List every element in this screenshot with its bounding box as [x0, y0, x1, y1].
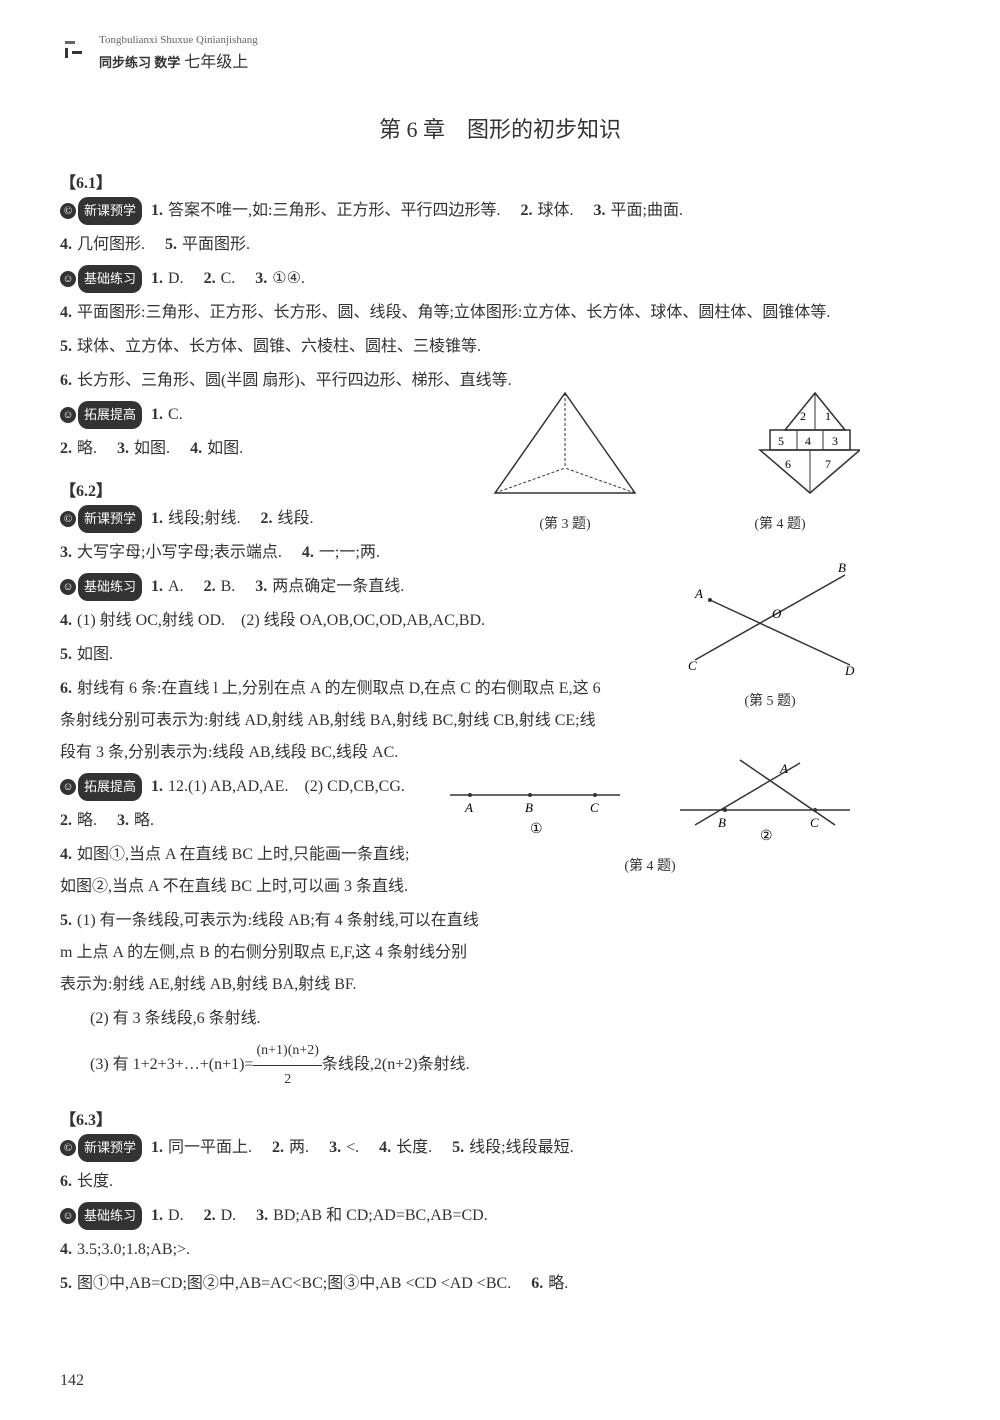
basic-badge: 基础练习: [78, 265, 142, 293]
chapter-title: 第 6 章 图形的初步知识: [60, 112, 940, 144]
figure-5-caption: (第 5 题): [680, 690, 860, 710]
circle-icon: ☺: [60, 579, 76, 595]
basic-badge: 基础练习: [78, 1202, 142, 1230]
svg-text:6: 6: [785, 457, 791, 471]
circle-icon: ☺: [60, 779, 76, 795]
s61-preview-row: ©新课预学 1.答案不唯一,如:三角形、正方形、平行四边形等. 2.球体. 3.…: [60, 195, 940, 227]
figure-4-tri-caption: (第 4 题): [700, 513, 860, 533]
svg-text:O: O: [772, 606, 782, 621]
circle-icon: ☺: [60, 407, 76, 423]
s62-basic-5: 5.如图.: [60, 639, 610, 671]
svg-text:C: C: [590, 800, 599, 815]
svg-text:7: 7: [825, 457, 831, 471]
s63-basic-56: 5.图①中,AB=CD;图②中,AB=AC<BC;图③中,AB <CD <AD …: [60, 1268, 940, 1300]
svg-text:B: B: [838, 560, 846, 575]
s61-preview-row2: 4.几何图形. 5.平面图形.: [60, 229, 940, 261]
svg-text:A: A: [779, 761, 788, 776]
section-6-1-num: 【6.1】: [60, 169, 940, 193]
s63-basic-row: ☺基础练习 1.D. 2.D. 3.BD;AB 和 CD;AD=BC,AB=CD…: [60, 1200, 940, 1232]
svg-text:B: B: [525, 800, 533, 815]
circle-icon: ☺: [60, 1208, 76, 1224]
page-number: 142: [60, 1372, 84, 1390]
figure-5: A B C D O (第 5 题): [680, 560, 860, 710]
svg-text:1: 1: [825, 409, 831, 423]
svg-text:5: 5: [778, 434, 784, 448]
header-title-normal: 七年级上: [180, 54, 248, 71]
figure-3: (第 3 题): [480, 388, 650, 533]
svg-text:C: C: [688, 658, 697, 673]
svg-text:4: 4: [805, 434, 811, 448]
figure-4-lines-caption: (第 4 题): [440, 855, 860, 875]
circle-icon: ©: [60, 511, 76, 527]
s63-preview-row: ©新课预学 1.同一平面上. 2.两. 3.<. 4.长度. 5.线段;线段最短…: [60, 1132, 940, 1164]
ext-badge: 拓展提高: [78, 401, 142, 429]
logo-icon: [60, 36, 90, 66]
section-6-3-num: 【6.3】: [60, 1106, 940, 1130]
s63-preview-6: 6.长度.: [60, 1166, 940, 1198]
page-header: Tongbulianxi Shuxue Qinianjishang 同步练习 数…: [60, 30, 940, 72]
s62-ext-5-2: (2) 有 3 条线段,6 条射线.: [60, 1003, 940, 1035]
svg-text:A: A: [464, 800, 473, 815]
preview-badge: 新课预学: [78, 505, 142, 533]
basic-badge: 基础练习: [78, 573, 142, 601]
s61-basic-4: 4.平面图形:三角形、正方形、长方形、圆、线段、角等;立体图形:立方体、长方体、…: [60, 297, 940, 329]
preview-badge: 新课预学: [78, 197, 142, 225]
content-body: 【6.1】 ©新课预学 1.答案不唯一,如:三角形、正方形、平行四边形等. 2.…: [60, 169, 940, 1300]
s62-ext-5-3: (3) 有 1+2+3+…+(n+1)=(n+1)(n+2)2条线段,2(n+2…: [60, 1037, 940, 1094]
s62-ext-5-1: 5.(1) 有一条线段,可表示为:线段 AB;有 4 条射线,可以在直线 m 上…: [60, 905, 480, 1001]
circle-icon: ☺: [60, 271, 76, 287]
svg-text:B: B: [718, 815, 726, 830]
s63-basic-4: 4.3.5;3.0;1.8;AB;>.: [60, 1234, 940, 1266]
svg-text:①: ①: [530, 822, 543, 837]
figure-3-caption: (第 3 题): [480, 513, 650, 533]
svg-text:A: A: [694, 586, 703, 601]
svg-text:3: 3: [832, 434, 838, 448]
s62-basic-4: 4.(1) 射线 OC,射线 OD. (2) 线段 OA,OB,OC,OD,AB…: [60, 605, 610, 637]
circle-icon: ©: [60, 203, 76, 219]
figure-4-tri: 2 1 5 4 3 6 7 (第 4 题): [700, 388, 860, 533]
header-title-bold: 同步练习 数学: [99, 55, 180, 70]
circle-icon: ©: [60, 1140, 76, 1156]
svg-text:2: 2: [800, 409, 806, 423]
s61-basic-row: ☺基础练习 1.D. 2.C. 3.①④.: [60, 263, 940, 295]
figure-4-lines: A B C ① A B C ② (第 4 题): [440, 755, 860, 875]
s61-basic-5: 5.球体、立方体、长方体、圆锥、六棱柱、圆柱、三棱锥等.: [60, 331, 940, 363]
s62-ext-4: 4.如图①,当点 A 在直线 BC 上时,只能画一条直线;如图②,当点 A 不在…: [60, 839, 420, 903]
svg-text:D: D: [844, 663, 855, 678]
svg-text:②: ②: [760, 829, 773, 844]
svg-text:C: C: [810, 815, 819, 830]
preview-badge: 新课预学: [78, 1134, 142, 1162]
ext-badge: 拓展提高: [78, 773, 142, 801]
header-pinyin: Tongbulianxi Shuxue Qinianjishang: [99, 34, 258, 46]
